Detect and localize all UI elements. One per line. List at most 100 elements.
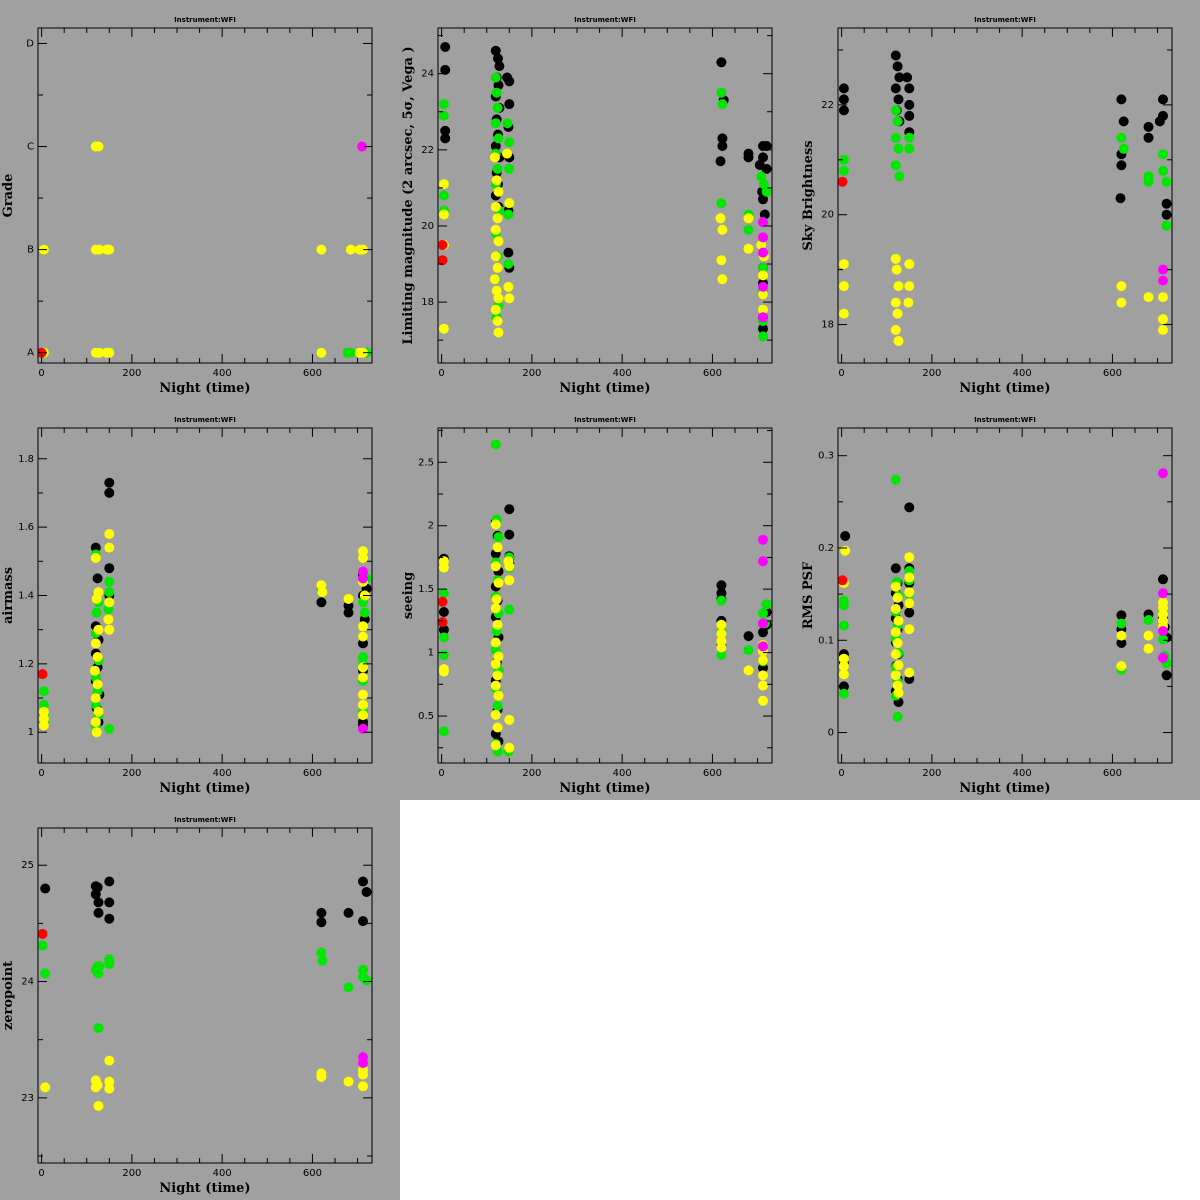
data-point-black	[90, 889, 101, 900]
data-point-yellow	[716, 642, 727, 653]
data-point-green	[438, 190, 449, 201]
data-point-yellow	[92, 679, 103, 690]
data-point-magenta	[758, 232, 768, 243]
data-point-red	[438, 617, 448, 628]
x-tick-label: 400	[1013, 768, 1032, 779]
data-point-green	[502, 118, 513, 129]
data-point-black	[358, 638, 368, 649]
data-point-yellow	[891, 264, 902, 275]
y-tick-label: 24	[421, 69, 434, 80]
data-point-black	[490, 45, 501, 56]
data-point-yellow	[358, 689, 368, 700]
data-points	[438, 439, 772, 757]
data-point-yellow	[716, 255, 727, 266]
data-point-green	[761, 599, 772, 610]
data-point-yellow	[492, 316, 503, 327]
data-point-green	[894, 171, 905, 182]
data-point-yellow	[1116, 661, 1127, 672]
data-point-black	[361, 887, 372, 897]
y-tick-label: 2.5	[418, 457, 434, 468]
x-tick-label: 200	[922, 368, 941, 379]
data-point-magenta	[1158, 626, 1168, 636]
data-point-magenta	[758, 534, 768, 545]
data-point-green	[490, 118, 501, 129]
data-point-green	[758, 262, 768, 273]
data-point-yellow	[504, 714, 515, 725]
data-point-black	[1143, 121, 1154, 132]
data-point-green	[490, 439, 501, 450]
data-point-green	[904, 132, 915, 143]
data-point-green	[38, 940, 48, 951]
data-point-green	[838, 600, 849, 611]
data-point-black	[343, 907, 354, 918]
data-points	[38, 141, 372, 358]
data-point-yellow	[893, 687, 904, 698]
data-point-green	[104, 723, 115, 734]
chart-panel-5: Instrument:WFI 0 200 400 600 0.5 1 1.5 2 2.5 Night…	[400, 400, 800, 800]
data-point-yellow	[893, 281, 904, 292]
data-point-yellow	[504, 742, 515, 753]
y-tick-label: 0.3	[818, 451, 834, 462]
data-point-yellow	[758, 270, 768, 281]
y-tick-label: 1	[428, 648, 434, 659]
chart-panel-1: Instrument:WFI 0 200 400 600 A B C D Night (time)…	[0, 0, 400, 400]
data-point-black	[438, 607, 449, 617]
data-point-yellow	[1143, 630, 1154, 641]
data-point-yellow	[838, 308, 849, 319]
data-point-yellow	[890, 297, 901, 308]
y-tick-label: 1.2	[18, 659, 34, 670]
data-point-magenta	[758, 247, 768, 258]
data-point-yellow	[838, 653, 849, 664]
plot-frame	[37, 827, 373, 1164]
data-point-yellow	[490, 740, 501, 751]
y-tick-label: 0	[828, 728, 834, 739]
data-point-black	[759, 209, 770, 220]
data-point-yellow	[104, 542, 115, 553]
x-axis-label: Night (time)	[559, 781, 650, 796]
data-point-yellow	[491, 594, 502, 605]
y-tick-label: 25	[21, 860, 34, 871]
data-point-black	[104, 913, 115, 924]
data-point-black	[758, 323, 768, 334]
chart-title: Instrument:WFI	[174, 16, 236, 24]
data-point-black	[90, 542, 101, 553]
data-point-yellow	[504, 561, 515, 572]
data-point-magenta	[357, 141, 368, 152]
data-point-yellow	[892, 638, 903, 648]
data-point-yellow	[90, 552, 101, 563]
data-points	[838, 468, 1172, 722]
y-tick-label: 0.1	[818, 635, 834, 646]
x-tick-label: 0	[38, 368, 44, 379]
data-point-yellow	[491, 175, 502, 186]
data-point-yellow	[903, 297, 914, 308]
data-point-yellow	[758, 680, 768, 691]
data-point-yellow	[904, 552, 915, 563]
data-point-yellow	[492, 619, 503, 630]
data-point-green	[716, 650, 727, 661]
data-point-yellow	[493, 293, 504, 304]
data-point-black	[1143, 132, 1154, 143]
data-point-green	[892, 711, 903, 722]
y-tick-label: 20	[821, 210, 834, 221]
chart-panel-7: Instrument:WFI 0 200 400 600 23 24 25 Night (tim…	[0, 800, 400, 1200]
data-point-yellow	[343, 593, 354, 604]
data-point-green	[491, 87, 502, 98]
data-point-green	[438, 650, 449, 661]
data-point-magenta	[1158, 264, 1168, 275]
data-point-black	[316, 597, 327, 608]
y-tick-label: 0.2	[818, 543, 834, 554]
y-tick-label: 1.8	[18, 454, 34, 465]
y-tick-label: 23	[21, 1093, 34, 1104]
data-point-green	[492, 700, 503, 711]
data-point-black	[104, 487, 115, 498]
data-point-green	[104, 576, 115, 587]
data-point-black	[316, 907, 327, 918]
data-point-green	[94, 961, 105, 972]
data-point-yellow	[316, 347, 327, 358]
data-point-green	[438, 588, 449, 598]
data-point-yellow	[94, 244, 105, 255]
data-point-yellow	[492, 213, 503, 224]
data-point-yellow	[840, 545, 851, 556]
data-point-green	[91, 607, 102, 618]
data-point-yellow	[490, 251, 501, 262]
